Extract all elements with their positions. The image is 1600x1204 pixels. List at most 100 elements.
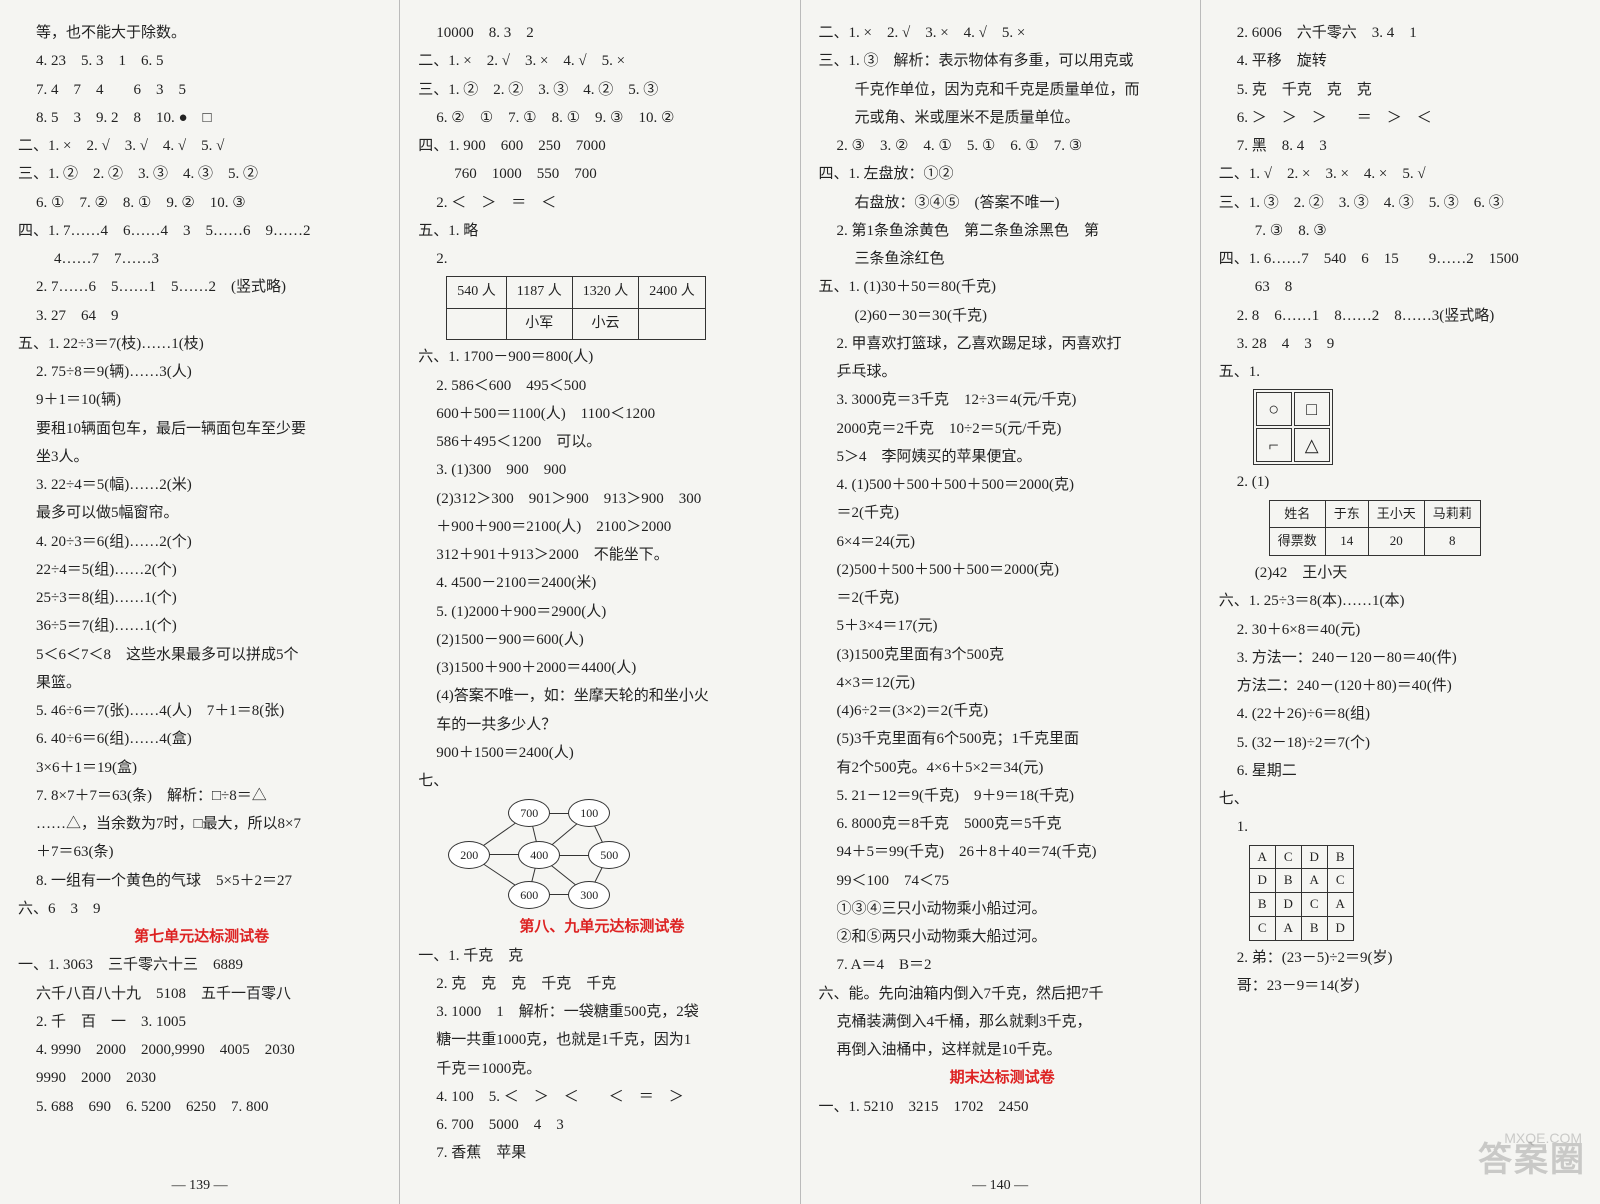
- text-line: 5. (32－18)÷2＝7(个): [1219, 730, 1586, 756]
- text-line: 五、1. (1)30＋50＝80(千克): [819, 274, 1186, 300]
- text-line: 5. (1)2000＋900＝2900(人): [418, 599, 785, 625]
- text-line: 5＋3×4＝17(元): [819, 613, 1186, 639]
- text-line: 1.: [1219, 814, 1586, 840]
- text-line: (5)3千克里面有6个500克；1千克里面: [819, 726, 1186, 752]
- text-line: 5＜6＜7＜8 这些水果最多可以拼成5个: [18, 642, 385, 668]
- text-line: 2. 克 克 克 千克 千克: [418, 971, 785, 997]
- text-line: 4. 平移 旋转: [1219, 48, 1586, 74]
- text-line: 2. 第1条鱼涂黄色 第二条鱼涂黑色 第: [819, 218, 1186, 244]
- text-line: 再倒入油桶中，这样就是10千克。: [819, 1037, 1186, 1063]
- text-line: 94＋5＝99(千克) 26＋8＋40＝74(千克): [819, 839, 1186, 865]
- table-cell: 1320 人: [572, 277, 639, 309]
- text-line: 四、1. 7……4 6……4 3 5……6 9……2: [18, 218, 385, 244]
- text-line: 5. 46÷6＝7(张)……4(人) 7＋1＝8(张): [18, 698, 385, 724]
- text-line: 6. ① 7. ② 8. ① 9. ② 10. ③: [18, 190, 385, 216]
- text-line: (3)1500克里面有3个500克: [819, 642, 1186, 668]
- text-line: 等，也不能大于除数。: [18, 20, 385, 46]
- text-line: 千克作单位，因为克和千克是质量单位，而: [819, 77, 1186, 103]
- column-3: 二、1. × 2. √ 3. × 4. √ 5. ×三、1. ③ 解析：表示物体…: [801, 0, 1201, 1204]
- diagram-node: 500: [588, 841, 630, 869]
- text-line: 2. ＜ ＞ ＝ ＜: [418, 190, 785, 216]
- text-line: ①③④三只小动物乘小船过河。: [819, 896, 1186, 922]
- grid-cell: B: [1327, 845, 1353, 869]
- letter-grid: ACDBDBACBDCACABD: [1249, 845, 1354, 941]
- grid-cell: A: [1275, 916, 1301, 940]
- text-line: 22÷4＝5(组)……2(个): [18, 557, 385, 583]
- text-line: 6. 40÷6＝6(组)……4(盒): [18, 726, 385, 752]
- text-line: 5＞4 李阿姨买的苹果便宜。: [819, 444, 1186, 470]
- text-line: ＋7＝63(条): [18, 839, 385, 865]
- text-line: 坐3人。: [18, 444, 385, 470]
- column-1: 等，也不能大于除数。4. 23 5. 3 1 6. 57. 4 7 4 6 3 …: [0, 0, 400, 1204]
- text-line: 7. 黑 8. 4 3: [1219, 133, 1586, 159]
- text-line: 一、1. 3063 三千零六十三 6889: [18, 952, 385, 978]
- text-line: 三条鱼涂红色: [819, 246, 1186, 272]
- text-line: 2. 7……6 5……1 5……2 (竖式略): [18, 274, 385, 300]
- text-line: 4. 9990 2000 2000,9990 4005 2030: [18, 1037, 385, 1063]
- text-line: 2.: [418, 246, 785, 272]
- text-line: (2)1500－900＝600(人): [418, 627, 785, 653]
- grid-cell: D: [1301, 845, 1327, 869]
- text-line: 4. 20÷3＝6(组)……2(个): [18, 529, 385, 555]
- number-network-diagram: 700100200400500600300: [448, 799, 628, 909]
- vote-table: 姓名于东王小天马莉莉 得票数14208: [1269, 500, 1481, 557]
- text-line: 元或角、米或厘米不是质量单位。: [819, 105, 1186, 131]
- diagram-node: 400: [518, 841, 560, 869]
- text-line: 哥：23－9＝14(岁): [1219, 973, 1586, 999]
- text-line: 9990 2000 2030: [18, 1065, 385, 1091]
- text-line: 第七单元达标测试卷: [18, 924, 385, 950]
- text-line: 4. (22＋26)÷6＝8(组): [1219, 701, 1586, 727]
- text-line: 二、1. × 2. √ 3. × 4. √ 5. ×: [418, 48, 785, 74]
- text-line: 7. 香蕉 苹果: [418, 1140, 785, 1166]
- page-number-successive-1: — 139 —: [0, 1174, 399, 1199]
- text-line: 期末达标测试卷: [819, 1065, 1186, 1091]
- text-line: 四、1. 左盘放：①②: [819, 161, 1186, 187]
- text-line: 四、1. 6……7 540 6 15 9……2 1500: [1219, 246, 1586, 272]
- text-line: 6. 星期二: [1219, 758, 1586, 784]
- text-line: ＋900＋900＝2100(人) 2100＞2000: [418, 514, 785, 540]
- text-line: 6. ② ① 7. ① 8. ① 9. ③ 10. ②: [418, 105, 785, 131]
- text-line: 312＋901＋913＞2000 不能坐下。: [418, 542, 785, 568]
- text-line: 5. 21－12＝9(千克) 9＋9＝18(千克): [819, 783, 1186, 809]
- text-line: 7. 8×7＋7＝63(条) 解析：□÷8＝△: [18, 783, 385, 809]
- text-line: 第八、九单元达标测试卷: [418, 914, 785, 940]
- table-cell: 20: [1368, 528, 1424, 556]
- text-line: 三、1. ② 2. ② 3. ③ 4. ③ 5. ②: [18, 161, 385, 187]
- grid-cell: D: [1249, 869, 1275, 893]
- text-line: 3×6＋1＝19(盒): [18, 755, 385, 781]
- table-cell: 8: [1424, 528, 1480, 556]
- table-cell: 2400 人: [639, 277, 706, 309]
- text-line: 要租10辆面包车，最后一辆面包车至少要: [18, 416, 385, 442]
- text-line: 五、1. 略: [418, 218, 785, 244]
- text-line: 一、1. 5210 3215 1702 2450: [819, 1094, 1186, 1120]
- table-cell: 1187 人: [506, 277, 572, 309]
- text-line: 8. 一组有一个黄色的气球 5×5＋2＝27: [18, 868, 385, 894]
- text-line: 6×4＝24(元): [819, 529, 1186, 555]
- text-line: 二、1. × 2. √ 3. × 4. √ 5. ×: [819, 20, 1186, 46]
- text-line: 2. 586＜600 495＜500: [418, 373, 785, 399]
- text-line: 2. 6006 六千零六 3. 4 1: [1219, 20, 1586, 46]
- text-line: 2000克＝2千克 10÷2＝5(元/千克): [819, 416, 1186, 442]
- text-line: 4×3＝12(元): [819, 670, 1186, 696]
- text-line: 2. ③ 3. ② 4. ① 5. ① 6. ① 7. ③: [819, 133, 1186, 159]
- column-2: 10000 8. 3 2二、1. × 2. √ 3. × 4. √ 5. ×三、…: [400, 0, 800, 1204]
- text-line: 五、1. 22÷3＝7(枝)……1(枝): [18, 331, 385, 357]
- text-line: 三、1. ③ 2. ② 3. ③ 4. ③ 5. ③ 6. ③: [1219, 190, 1586, 216]
- text-line: 右盘放：③④⑤ (答案不唯一): [819, 190, 1186, 216]
- text-line: 2. 千 百 一 3. 1005: [18, 1009, 385, 1035]
- attendance-table: 540 人1187 人1320 人2400 人 小军小云: [446, 276, 705, 340]
- text-line: 6. ＞ ＞ ＞ ＝ ＞ ＜: [1219, 105, 1586, 131]
- text-line: 4. 100 5. ＜ ＞ ＜ ＜ ＝ ＞: [418, 1084, 785, 1110]
- text-line: 6. 8000克＝8千克 5000克＝5千克: [819, 811, 1186, 837]
- grid-cell: B: [1275, 869, 1301, 893]
- text-line: 3. (1)300 900 900: [418, 457, 785, 483]
- diagram-node: 300: [568, 881, 610, 909]
- text-line: 六、6 3 9: [18, 896, 385, 922]
- text-line: 六、1. 25÷3＝8(本)……1(本): [1219, 588, 1586, 614]
- grid-cell: C: [1327, 869, 1353, 893]
- text-line: 3. 28 4 3 9: [1219, 331, 1586, 357]
- table-cell: 姓名: [1269, 500, 1325, 528]
- text-line: 10000 8. 3 2: [418, 20, 785, 46]
- text-line: 六千八百八十九 5108 五千一百零八: [18, 981, 385, 1007]
- text-line: 车的一共多少人？: [418, 712, 785, 738]
